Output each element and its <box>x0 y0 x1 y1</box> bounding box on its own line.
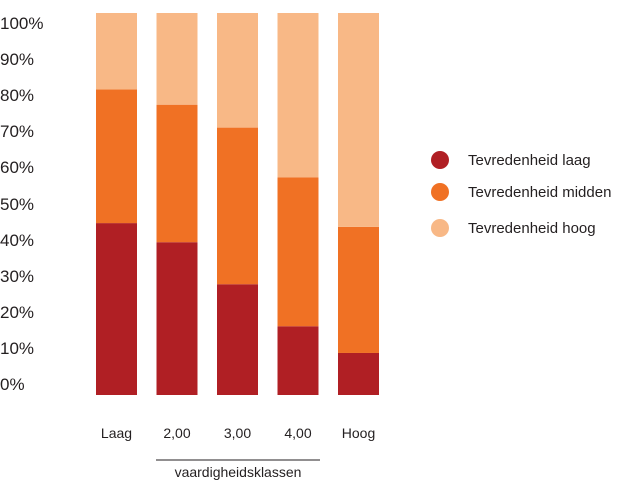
x-tick-label: Hoog <box>342 425 375 441</box>
y-axis-ticks: 0% 10% 20% 30% 40% 50% 60% 70% 80% 90% 100% <box>0 14 43 394</box>
bar-segment-hoog <box>338 13 379 227</box>
legend-marker <box>431 151 449 169</box>
bar-segment-midden <box>96 89 137 224</box>
bar-segment-midden <box>277 177 319 327</box>
y-tick-label: 70% <box>0 122 34 141</box>
y-tick-label: 80% <box>0 86 34 105</box>
x-tick-label: 4,00 <box>284 425 311 441</box>
bar-segment-laag <box>277 326 319 395</box>
bar-segment-laag <box>96 223 137 395</box>
y-tick-label: 0% <box>0 375 25 394</box>
legend-marker <box>431 183 449 201</box>
y-tick-label: 90% <box>0 50 34 69</box>
bar-segment-laag <box>338 352 379 395</box>
bar-segment-hoog <box>277 13 319 178</box>
y-tick-label: 30% <box>0 267 34 286</box>
x-tick-label: Laag <box>101 425 132 441</box>
bar-segment-midden <box>156 104 198 243</box>
y-tick-label: 10% <box>0 339 34 358</box>
legend-label: Tevredenheid laag <box>468 152 591 169</box>
x-tick-label: 2,00 <box>163 425 190 441</box>
x-axis-title: vaardigheidsklassen <box>175 464 302 480</box>
bar-segment-hoog <box>96 13 137 90</box>
y-tick-label: 100% <box>0 14 43 33</box>
bars <box>96 13 379 395</box>
x-tick-label: 3,00 <box>224 425 251 441</box>
y-tick-label: 50% <box>0 195 34 214</box>
legend-marker <box>431 219 449 237</box>
y-tick-label: 60% <box>0 158 34 177</box>
y-tick-label: 40% <box>0 231 34 250</box>
x-axis: vaardigheidsklassen Laag 2,00 3,00 4,00 Hoog <box>101 425 375 480</box>
legend: Tevredenheid laag Tevredenheid midden Tevr… <box>431 151 611 237</box>
y-tick-label: 20% <box>0 303 34 322</box>
bar-segment-laag <box>217 284 258 395</box>
bar-segment-hoog <box>217 13 258 128</box>
legend-label: Tevredenheid midden <box>468 184 611 201</box>
bar-segment-hoog <box>156 13 198 105</box>
bar-segment-midden <box>217 127 258 285</box>
bar-segment-midden <box>338 226 379 353</box>
bar-segment-laag <box>156 242 198 395</box>
legend-label: Tevredenheid hoog <box>468 220 596 237</box>
